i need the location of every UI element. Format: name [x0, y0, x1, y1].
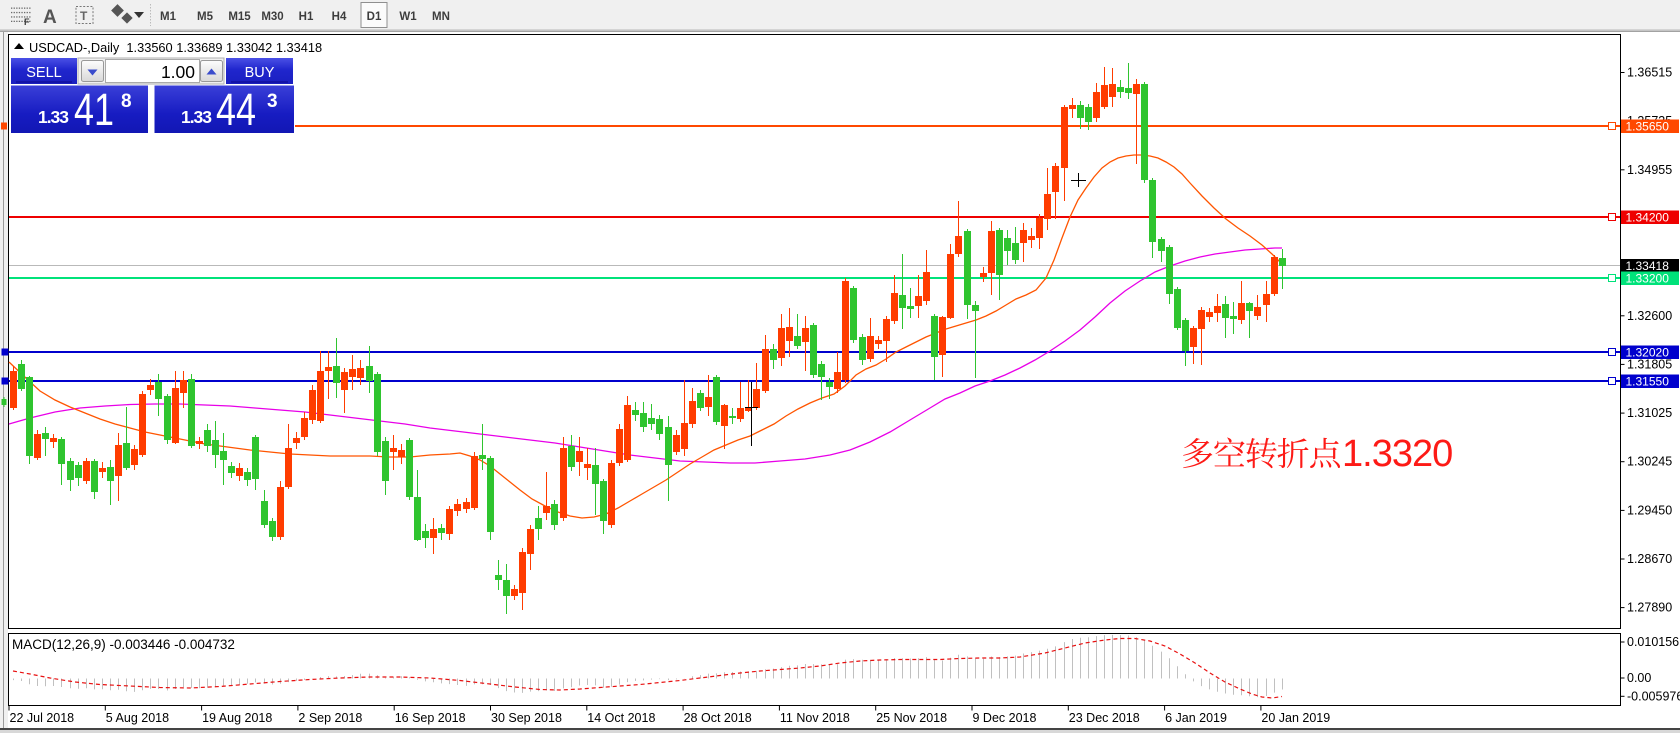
svg-text:M15: M15: [228, 11, 251, 23]
svg-text:A: A: [43, 7, 57, 28]
svg-text:USDCAD-,Daily 1.33560 1.33689: USDCAD-,Daily 1.33560 1.33689 1.33042 1.…: [29, 40, 322, 55]
svg-text:9 Dec 2018: 9 Dec 2018: [973, 711, 1037, 725]
svg-text:19 Aug 2018: 19 Aug 2018: [202, 711, 272, 725]
svg-text:-0.005976: -0.005976: [1627, 689, 1680, 703]
svg-text:1.33200: 1.33200: [1626, 272, 1670, 286]
svg-text:M30: M30: [261, 11, 283, 23]
svg-text:23 Dec 2018: 23 Dec 2018: [1069, 711, 1140, 725]
svg-text:1.31025: 1.31025: [1627, 406, 1672, 420]
svg-text:1.29450: 1.29450: [1627, 503, 1672, 517]
svg-text:2 Sep 2018: 2 Sep 2018: [298, 711, 362, 725]
svg-text:MN: MN: [432, 11, 450, 23]
svg-text:1.00: 1.00: [161, 62, 195, 82]
svg-text:1.28670: 1.28670: [1627, 552, 1672, 566]
svg-text:F: F: [24, 17, 30, 27]
svg-text:1.34200: 1.34200: [1626, 211, 1670, 225]
svg-text:D1: D1: [367, 11, 382, 23]
svg-text:44: 44: [216, 84, 256, 135]
svg-text:1.36515: 1.36515: [1627, 66, 1672, 80]
svg-text:16 Sep 2018: 16 Sep 2018: [395, 711, 466, 725]
svg-text:MACD(12,26,9) -0.003446 -0.004: MACD(12,26,9) -0.003446 -0.004732: [12, 637, 235, 652]
svg-text:1.33: 1.33: [181, 107, 212, 127]
svg-text:0.00: 0.00: [1627, 671, 1651, 685]
svg-text:41: 41: [74, 84, 114, 135]
svg-text:1.32600: 1.32600: [1627, 309, 1672, 323]
svg-text:0.010156: 0.010156: [1627, 635, 1679, 649]
svg-text:SELL: SELL: [26, 65, 61, 81]
svg-text:M5: M5: [197, 11, 214, 23]
svg-text:W1: W1: [399, 11, 417, 23]
svg-text:8: 8: [121, 91, 132, 112]
svg-text:1.30245: 1.30245: [1627, 455, 1672, 469]
svg-text:H1: H1: [299, 11, 314, 23]
svg-text:28 Oct 2018: 28 Oct 2018: [684, 711, 752, 725]
svg-text:20 Jan 2019: 20 Jan 2019: [1261, 711, 1330, 725]
svg-text:30 Sep 2018: 30 Sep 2018: [491, 711, 562, 725]
svg-text:1.32020: 1.32020: [1626, 346, 1670, 360]
svg-text:T: T: [80, 9, 88, 23]
svg-text:1.35650: 1.35650: [1626, 120, 1670, 134]
svg-text:1.31550: 1.31550: [1626, 375, 1670, 389]
svg-text:6 Jan 2019: 6 Jan 2019: [1165, 711, 1227, 725]
svg-text:1.27890: 1.27890: [1627, 601, 1672, 615]
svg-text:1.31805: 1.31805: [1627, 357, 1672, 371]
svg-text:M1: M1: [160, 11, 177, 23]
svg-text:1.33418: 1.33418: [1626, 259, 1670, 273]
svg-text:5 Aug 2018: 5 Aug 2018: [106, 711, 169, 725]
svg-text:1.33: 1.33: [38, 107, 69, 127]
svg-text:25 Nov 2018: 25 Nov 2018: [876, 711, 947, 725]
svg-text:H4: H4: [332, 11, 347, 23]
svg-text:11 Nov 2018: 11 Nov 2018: [780, 711, 850, 725]
svg-text:BUY: BUY: [245, 65, 275, 81]
svg-text:3: 3: [267, 91, 278, 112]
svg-text:1.34955: 1.34955: [1627, 163, 1672, 177]
svg-text:14 Oct 2018: 14 Oct 2018: [587, 711, 655, 725]
svg-text:22 Jul 2018: 22 Jul 2018: [10, 711, 75, 725]
svg-text:1.3320: 1.3320: [1342, 433, 1452, 475]
